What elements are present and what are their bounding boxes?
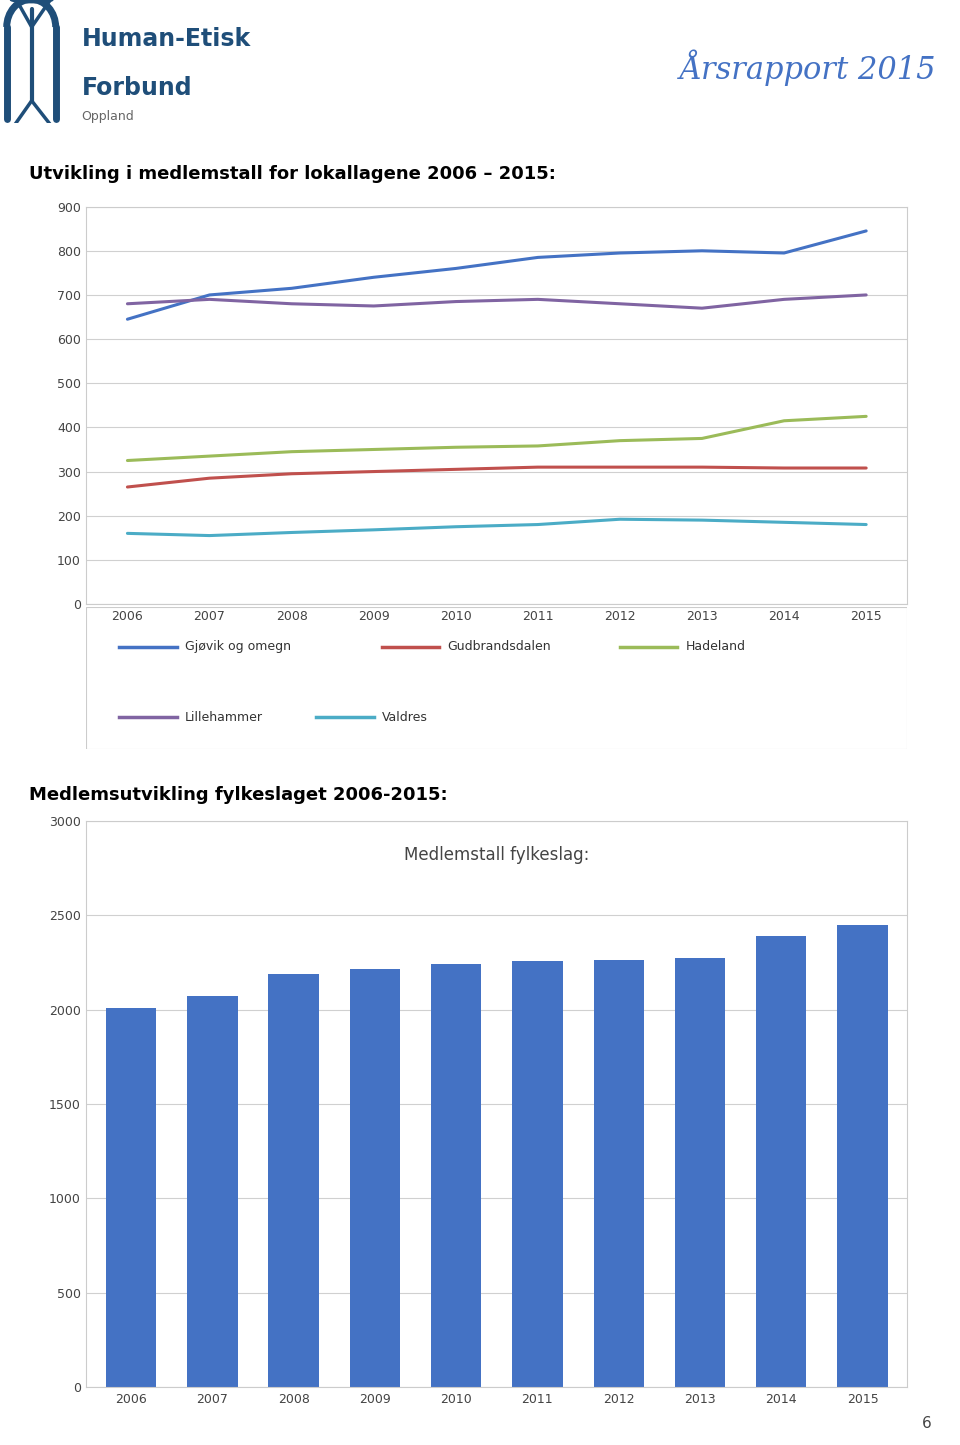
Circle shape (11, 0, 53, 3)
Bar (756, 936, 806, 1387)
Text: Årsrapport 2015: Årsrapport 2015 (680, 49, 936, 85)
Text: 6: 6 (922, 1416, 931, 1431)
Text: Oppland: Oppland (82, 110, 134, 123)
Text: Gudbrandsdalen: Gudbrandsdalen (447, 640, 551, 653)
Bar (349, 970, 400, 1387)
Bar (593, 959, 644, 1387)
Text: Hadeland: Hadeland (685, 640, 746, 653)
Text: Valdres: Valdres (382, 711, 428, 724)
Bar (431, 964, 481, 1387)
Bar (187, 997, 237, 1387)
Bar (106, 1007, 156, 1387)
Bar (269, 974, 319, 1387)
Text: Forbund: Forbund (82, 77, 192, 100)
Bar (837, 925, 888, 1387)
Text: Medlemsutvikling fylkeslaget 2006-2015:: Medlemsutvikling fylkeslaget 2006-2015: (29, 786, 447, 803)
Text: Medlemstall fylkeslag:: Medlemstall fylkeslag: (404, 847, 589, 864)
Text: Gjøvik og omegn: Gjøvik og omegn (185, 640, 291, 653)
Text: Utvikling i medlemstall for lokallagene 2006 – 2015:: Utvikling i medlemstall for lokallagene … (29, 165, 556, 184)
Bar (513, 961, 563, 1387)
Text: Lillehammer: Lillehammer (185, 711, 263, 724)
Bar (675, 958, 725, 1387)
Text: Human-Etisk: Human-Etisk (82, 27, 251, 51)
